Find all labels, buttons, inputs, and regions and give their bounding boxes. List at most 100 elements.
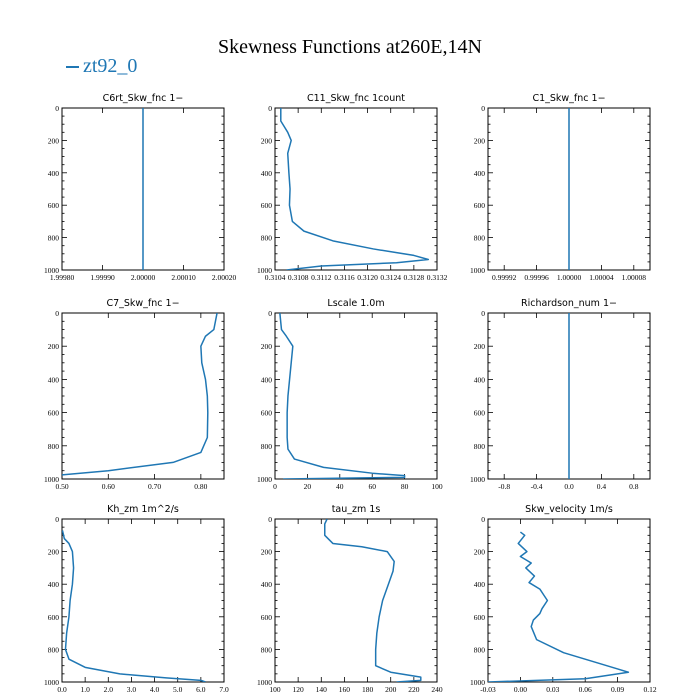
- y-tick-label: 0: [55, 104, 59, 113]
- panel-2: C11_Skw_fnc 1count020040060080010000.310…: [257, 93, 448, 282]
- y-tick-label: 200: [261, 548, 273, 557]
- x-tick-label: 0.99992: [492, 273, 517, 282]
- x-tick-label: 240: [431, 685, 443, 694]
- panel-title: Kh_zm 1m^2/s: [107, 504, 179, 515]
- x-tick-label: 0.60: [102, 482, 115, 491]
- x-tick-label: 180: [362, 685, 374, 694]
- series-line: [279, 313, 406, 479]
- y-tick-label: 800: [474, 645, 486, 654]
- x-tick-label: 0.70: [148, 482, 161, 491]
- y-tick-label: 1000: [44, 266, 59, 275]
- plot-frame: [61, 312, 225, 480]
- x-tick-label: 0.99996: [524, 273, 549, 282]
- x-tick-label: 0.3116: [334, 273, 355, 282]
- x-tick-label: 0.3124: [380, 273, 401, 282]
- x-tick-label: 0.4: [597, 482, 607, 491]
- y-tick-label: 1000: [257, 266, 272, 275]
- panel-title: Skw_velocity 1m/s: [525, 504, 613, 515]
- plot-frame: [487, 518, 651, 683]
- y-tick-label: 0: [268, 515, 272, 524]
- x-tick-label: 1.99980: [50, 273, 75, 282]
- x-tick-label: 4.0: [150, 685, 160, 694]
- y-tick-label: 0: [481, 515, 485, 524]
- y-tick-label: 800: [48, 645, 60, 654]
- y-tick-label: 400: [474, 169, 486, 178]
- panel-6: Richardson_num 1− 0 200 400 600 800 1000 -0.8 -0…: [470, 298, 651, 491]
- panel-3: C1_Skw_fnc 1− 0 200 400 600 800 1000 0.99992 0.9…: [470, 93, 651, 282]
- y-tick-label: 600: [261, 409, 273, 418]
- plot-frame: [274, 312, 438, 480]
- y-tick-label: 0: [481, 104, 485, 113]
- y-tick-label: 200: [474, 342, 486, 351]
- y-tick-label: 600: [48, 613, 60, 622]
- y-tick-label: 800: [48, 442, 60, 451]
- x-tick-label: 0.0: [57, 685, 67, 694]
- series-line: [324, 519, 422, 682]
- y-tick-label: 600: [474, 613, 486, 622]
- y-tick-label: 400: [261, 169, 273, 178]
- x-tick-label: 100: [431, 482, 443, 491]
- plot-frame: [274, 518, 438, 683]
- panel-title: Lscale 1.0m: [327, 298, 384, 309]
- x-tick-label: 0.8: [629, 482, 639, 491]
- series-line: [62, 530, 206, 682]
- y-tick-label: 200: [474, 136, 486, 145]
- x-tick-label: 0.3112: [311, 273, 332, 282]
- y-tick-label: 600: [474, 201, 486, 210]
- y-tick-label: 1000: [257, 678, 272, 687]
- y-tick-label: 1000: [470, 678, 485, 687]
- x-tick-label: 1.00000: [557, 273, 582, 282]
- x-tick-label: 1.0: [80, 685, 90, 694]
- x-tick-label: 0.00: [514, 685, 527, 694]
- x-tick-label: 0.12: [643, 685, 656, 694]
- y-tick-label: 1000: [470, 475, 485, 484]
- x-tick-label: -0.8: [498, 482, 510, 491]
- y-tick-label: 800: [474, 234, 486, 243]
- x-tick-label: -0.4: [531, 482, 543, 491]
- y-tick-label: 0: [55, 515, 59, 524]
- panel-title: tau_zm 1s: [332, 504, 381, 515]
- x-tick-label: 0.3104: [265, 273, 286, 282]
- y-tick-label: 1000: [44, 475, 59, 484]
- x-tick-label: 0.50: [55, 482, 68, 491]
- y-tick-label: 1000: [470, 266, 485, 275]
- figure-title: Skewness Functions at260E,14N: [218, 36, 482, 58]
- x-tick-label: 2.00010: [171, 273, 196, 282]
- y-tick-label: 800: [261, 645, 273, 654]
- y-tick-label: 200: [48, 136, 60, 145]
- x-tick-label: 1.00004: [589, 273, 614, 282]
- y-tick-label: 800: [48, 234, 60, 243]
- x-tick-label: 0.3108: [288, 273, 309, 282]
- y-tick-label: 1000: [257, 475, 272, 484]
- y-tick-label: 400: [48, 580, 60, 589]
- x-tick-label: 2.00000: [131, 273, 156, 282]
- series-line: [280, 108, 430, 270]
- series-line: [62, 313, 218, 476]
- x-tick-label: 2.0: [104, 685, 114, 694]
- x-tick-label: 0.09: [611, 685, 624, 694]
- y-tick-label: 400: [474, 580, 486, 589]
- y-tick-label: 0: [55, 309, 59, 318]
- y-tick-label: 0: [481, 309, 485, 318]
- panel-title: C1_Skw_fnc 1−: [532, 93, 605, 104]
- x-tick-label: 0.3120: [357, 273, 378, 282]
- x-tick-label: 7.0: [219, 685, 229, 694]
- x-tick-label: 160: [339, 685, 351, 694]
- x-tick-label: 0.06: [579, 685, 592, 694]
- panel-title: C11_Skw_fnc 1count: [307, 93, 405, 104]
- y-tick-label: 600: [261, 201, 273, 210]
- x-tick-label: 0.03: [546, 685, 559, 694]
- x-tick-label: 5.0: [173, 685, 183, 694]
- y-tick-label: 400: [261, 375, 273, 384]
- y-tick-label: 600: [261, 613, 273, 622]
- y-tick-label: 400: [474, 375, 486, 384]
- series-line: [488, 531, 630, 682]
- x-tick-label: 140: [316, 685, 328, 694]
- x-tick-label: 60: [368, 482, 376, 491]
- legend: zt92_0: [66, 55, 137, 78]
